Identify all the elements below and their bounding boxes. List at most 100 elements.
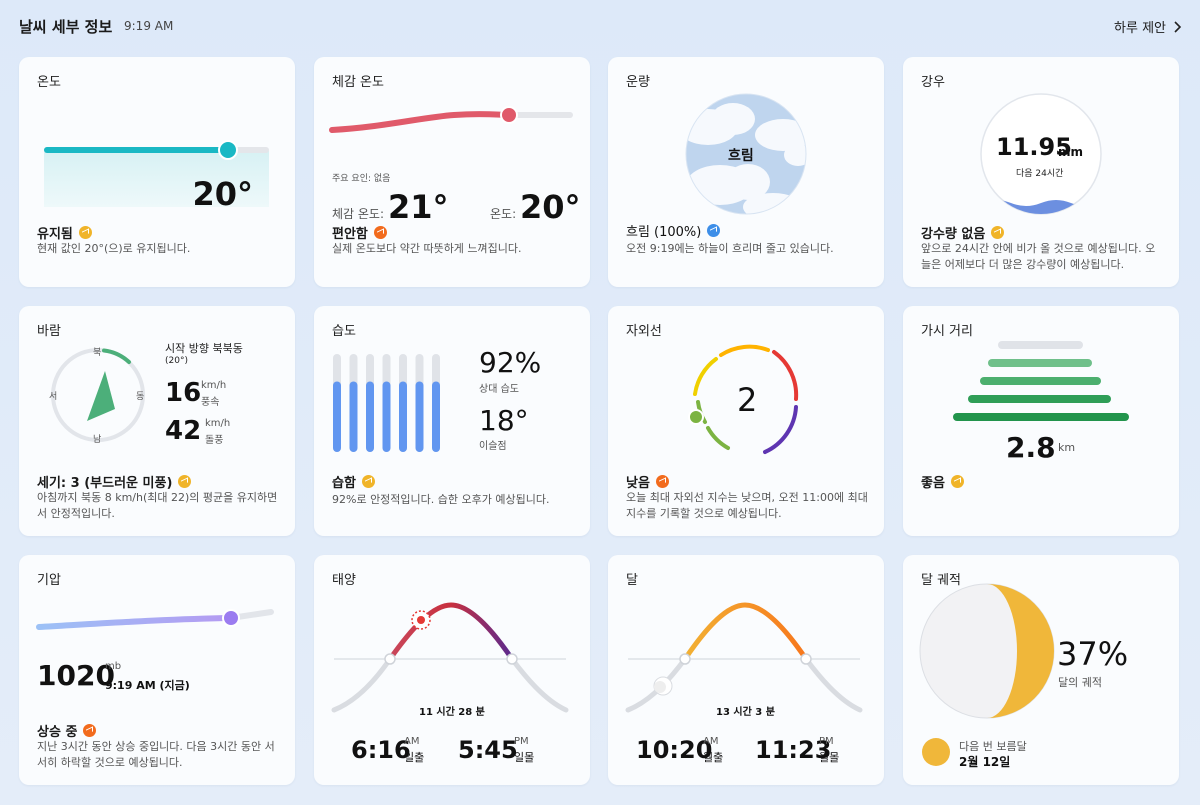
visibility-bars — [953, 341, 1129, 421]
compass-north: 북 — [93, 348, 102, 358]
feels-value: 21° — [388, 188, 449, 226]
humidity-bar-fill — [366, 381, 374, 452]
feels-status: 편안함 — [332, 223, 387, 242]
cloud-status: 흐림 (100%) — [626, 221, 721, 240]
next-full-moon-label: 다음 번 보름달 — [959, 740, 1027, 753]
wind-compass — [51, 348, 145, 442]
humidity-status: 습함 — [332, 472, 375, 491]
header-time: 9:19 AM — [124, 19, 174, 33]
moon-phase-card[interactable]: 달 궤적 37% 달의 궤적 다음 번 보름달 2월 12일 — [903, 555, 1179, 785]
humidity-desc: 92%로 안정적입니다. 습한 오후가 예상됩니다. — [332, 493, 550, 506]
trend-icon — [373, 226, 387, 239]
card-title: 습도 — [332, 324, 356, 339]
cloud-cover-card[interactable]: 운량 흐림 흐림 (100%) 오전 9:19에는 하늘이 흐리며 줄고 있습니… — [608, 57, 884, 287]
compass-east: 동 — [136, 392, 145, 402]
wind-card[interactable]: 바람 북 동 남 서 시작 방향 북북동 (20°) 16 km/h 풍속 42… — [19, 306, 295, 536]
top-bar: 날씨 세부 정보 9:19 AM 하루 제안 — [0, 0, 1200, 52]
trend-icon — [178, 475, 192, 488]
wind-speed-label: 풍속 — [201, 397, 220, 408]
wind-degree: (20°) — [165, 356, 188, 366]
wind-status: 세기: 3 (부드러운 미풍) — [37, 472, 192, 491]
feels-like-curve — [329, 106, 573, 133]
precipitation-gauge — [980, 93, 1102, 215]
card-title: 태양 — [332, 573, 356, 588]
next-full-moon-date: 2월 12일 — [959, 755, 1011, 769]
cloud-desc: 오전 9:19에는 하늘이 흐리며 줄고 있습니다. — [626, 242, 834, 255]
moonlight-duration: 13 시간 3 분 — [716, 707, 775, 718]
sun-card[interactable]: 태양 11 시간 28 분 6:16 AM 일출 5:45 PM 일몰 — [314, 555, 590, 785]
pressure-time: 9:19 AM (지금) — [105, 679, 190, 692]
card-title: 바람 — [37, 324, 61, 339]
humidity-value: 92% — [479, 346, 542, 379]
sunrise-label: 일출 — [404, 751, 425, 764]
precipitation-desc: 앞으로 24시간 안에 비가 올 것으로 예상됩니다. 오늘은 어제보다 더 많… — [921, 242, 1156, 271]
uv-status: 낮음 — [626, 472, 669, 491]
daily-suggestion-label: 하루 제안 — [1114, 21, 1166, 36]
compass-south: 남 — [93, 435, 102, 445]
humidity-bar-fill — [432, 381, 440, 452]
humidity-card[interactable]: 습도 92% 상대 습도 18° 이슬점 습함 92%로 안정적입니다. 습한 … — [314, 306, 590, 536]
trend-icon — [83, 724, 97, 737]
precipitation-unit: mm — [1058, 145, 1084, 159]
humidity-bars — [333, 354, 440, 452]
visibility-card[interactable]: 가시 거리 2.8 km 좋음 — [903, 306, 1179, 536]
visibility-status: 좋음 — [921, 472, 964, 491]
moonrise-ampm: AM — [703, 736, 719, 747]
sunrise-ampm: AM — [404, 736, 420, 747]
wind-gust: 42 — [165, 416, 202, 446]
feels-desc: 실제 온도보다 약간 따뜻하게 느껴집니다. — [332, 242, 522, 255]
feels-like-card[interactable]: 체감 온도 주요 요인: 없음 체감 온도: 21° 온도: 20° 편안함 실… — [314, 57, 590, 287]
sunset-label: 일몰 — [514, 751, 535, 764]
feels-factor: 주요 요인: 없음 — [332, 174, 391, 184]
temperature-area — [44, 151, 269, 207]
temperature-slider — [44, 140, 269, 160]
moonrise-label: 월출 — [703, 751, 724, 764]
humidity-bar-fill — [399, 381, 407, 452]
moonset-label: 월몰 — [819, 751, 840, 764]
trend-icon — [991, 226, 1005, 239]
wind-desc: 아침까지 북동 8 km/h(최대 22)의 평균을 유지하면서 안정적입니다. — [37, 491, 278, 520]
wind-gust-label: 돌풍 — [205, 435, 224, 446]
visibility-value: 2.8 — [1006, 431, 1056, 464]
pressure-curve — [36, 609, 274, 630]
humidity-bar-fill — [415, 381, 424, 452]
sunset-ampm: PM — [514, 736, 529, 747]
sunset-time: 5:45 — [458, 736, 518, 764]
precipitation-period: 다음 24시간 — [1016, 169, 1064, 179]
humidity-value-label: 상대 습도 — [479, 384, 519, 395]
pressure-value: 1020 — [37, 659, 115, 692]
pressure-card[interactable]: 기압 1020 mb 9:19 AM (지금) 상승 중 지난 3시간 동안 상… — [19, 555, 295, 785]
card-title: 온도 — [37, 75, 61, 90]
uv-gauge — [688, 344, 799, 454]
trend-icon — [707, 224, 721, 237]
temperature-card[interactable]: 온도 20° 유지됨 현재 값인 20°(으)로 유지됩니다. — [19, 57, 295, 287]
card-title: 기압 — [37, 573, 61, 588]
precipitation-value: 11.95 — [996, 133, 1072, 161]
page-title: 날씨 세부 정보 — [19, 18, 113, 36]
trend-icon — [950, 475, 964, 488]
humidity-bar-fill — [349, 381, 358, 452]
card-title: 강우 — [921, 75, 945, 90]
moon-phase-icon — [919, 583, 1055, 766]
sun-arc — [331, 602, 569, 713]
card-title: 체감 온도 — [332, 75, 384, 90]
humidity-bar-fill — [333, 381, 341, 452]
actual-temp-value: 20° — [520, 188, 581, 226]
daylight-duration: 11 시간 28 분 — [419, 707, 485, 718]
wind-speed: 16 — [165, 378, 202, 408]
trend-icon — [361, 475, 375, 488]
moonrise-time: 10:20 — [636, 736, 713, 764]
moon-card[interactable]: 달 13 시간 3 분 10:20 AM 월출 11:23 PM 월몰 — [608, 555, 884, 785]
moon-phase-percent: 37% — [1057, 635, 1129, 673]
dew-point-value: 18° — [479, 404, 529, 437]
precipitation-card[interactable]: 강우 11.95 mm 다음 24시간 강수량 없음 앞으로 24시간 안에 비… — [903, 57, 1179, 287]
precipitation-status: 강수량 없음 — [921, 223, 1005, 242]
dew-point-label: 이슬점 — [479, 441, 507, 452]
card-title: 자외선 — [626, 324, 662, 339]
uv-card[interactable]: 자외선 2 낮음 오늘 최대 자외선 지수는 낮으며, 오전 11:00에 최대… — [608, 306, 884, 536]
daily-suggestion-link[interactable]: 하루 제안 — [1114, 17, 1182, 36]
temperature-value: 20° — [192, 175, 253, 213]
moonset-ampm: PM — [819, 736, 834, 747]
trend-icon — [78, 226, 92, 239]
pressure-unit: mb — [105, 661, 122, 672]
